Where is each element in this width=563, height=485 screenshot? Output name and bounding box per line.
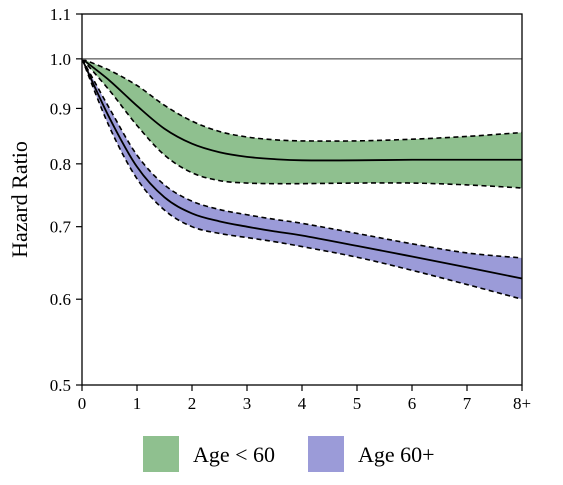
x-tick-label: 4 — [298, 394, 307, 413]
legend: Age < 60 Age 60+ — [143, 436, 435, 472]
series-1-lower-bound-line — [81, 58, 523, 189]
legend-swatch — [143, 436, 179, 472]
series-2-upper-bound-line — [81, 58, 523, 259]
x-tick-label: 0 — [78, 394, 87, 413]
x-tick-label: 5 — [353, 394, 362, 413]
confidence-bands — [82, 58, 522, 300]
y-tick-label: 0.5 — [50, 376, 71, 395]
x-tick-label: 6 — [408, 394, 417, 413]
y-axis: 0.5 0.6 0.7 0.8 0.9 1.0 1.1 — [50, 5, 82, 395]
x-tick-label: 2 — [188, 394, 197, 413]
y-tick-label: 0.8 — [50, 155, 71, 174]
y-tick-label: 1.1 — [50, 5, 71, 24]
x-tick-label: 1 — [133, 394, 142, 413]
x-axis: 0 1 2 3 4 5 6 7 8+ — [78, 385, 531, 413]
series-2-estimate-line — [81, 58, 523, 280]
series-1-ci-band — [82, 58, 522, 188]
y-axis-title: Hazard Ratio — [7, 141, 32, 258]
plot-frame — [81, 13, 523, 386]
y-tick-label: 0.6 — [50, 290, 71, 309]
y-tick-label: 0.9 — [50, 99, 71, 118]
series-lines — [81, 58, 523, 300]
legend-label: Age < 60 — [193, 442, 275, 467]
y-tick-label: 0.7 — [50, 218, 72, 237]
x-tick-label: 8+ — [513, 394, 531, 413]
x-tick-label: 3 — [243, 394, 252, 413]
x-tick-label: 7 — [463, 394, 472, 413]
series-2-lower-bound-line — [81, 58, 523, 300]
series-1-upper-bound-line — [81, 58, 523, 142]
legend-label: Age 60+ — [358, 442, 435, 467]
series-2-ci-band — [82, 58, 522, 300]
series-1-estimate-line — [81, 58, 522, 162]
legend-swatch — [308, 436, 344, 472]
y-tick-label: 1.0 — [50, 50, 71, 69]
